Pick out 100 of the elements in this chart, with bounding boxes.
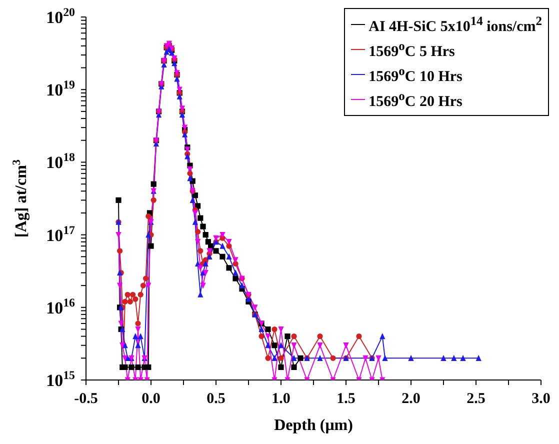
point <box>272 342 278 348</box>
point <box>146 232 152 238</box>
point <box>200 282 206 289</box>
point <box>198 265 204 272</box>
point <box>143 276 149 282</box>
y-tick-label: 10$^{19}$ <box>46 78 76 100</box>
point <box>265 326 271 332</box>
point <box>265 333 271 340</box>
point <box>317 342 323 349</box>
point <box>187 175 193 182</box>
point <box>317 354 323 361</box>
point <box>213 235 219 242</box>
point <box>146 282 152 289</box>
x-tick-label: -0.5 <box>74 391 98 407</box>
y-tick-label: 10$^{16}$ <box>46 295 76 318</box>
point <box>146 364 152 370</box>
point <box>232 269 238 276</box>
point <box>291 333 297 340</box>
x-tick-label: 0.5 <box>206 391 226 407</box>
point <box>174 76 180 82</box>
point <box>226 243 232 249</box>
y-tick-label: 10$^{17}$ <box>46 222 76 245</box>
point <box>138 332 144 340</box>
point <box>258 326 264 332</box>
x-tick-label: 1.5 <box>336 391 356 407</box>
point <box>166 46 172 52</box>
point <box>291 354 297 361</box>
point <box>232 257 238 264</box>
point <box>184 153 190 160</box>
point <box>265 355 271 361</box>
point <box>200 224 206 230</box>
point <box>476 354 482 361</box>
point <box>127 298 133 304</box>
point <box>278 355 284 361</box>
point <box>220 242 226 249</box>
point <box>176 93 182 100</box>
point <box>376 355 382 362</box>
point <box>380 332 386 340</box>
point <box>451 354 457 361</box>
point <box>220 254 226 260</box>
point <box>226 265 232 271</box>
point <box>330 355 336 361</box>
point <box>252 304 258 311</box>
point <box>272 354 278 361</box>
x-axis-title: Depth (μm) <box>274 417 353 434</box>
legend-label: 1569$^{o}$C 20 Hrs <box>368 88 462 112</box>
point <box>226 239 232 246</box>
point <box>298 355 304 361</box>
point <box>440 354 446 361</box>
point <box>239 282 245 288</box>
point <box>192 210 198 216</box>
point <box>291 342 297 349</box>
point <box>122 364 128 370</box>
x-tick-label: 0.0 <box>142 391 160 407</box>
point <box>138 292 144 298</box>
y-tick-label: 10$^{20}$ <box>46 5 76 27</box>
point <box>148 243 154 249</box>
point <box>362 355 368 362</box>
point <box>150 181 156 187</box>
point <box>118 320 124 327</box>
legend-label: 1569$^{o}$C 10 Hrs <box>368 63 462 87</box>
point <box>278 364 284 370</box>
point <box>202 260 208 266</box>
point <box>272 326 278 332</box>
point <box>202 232 208 238</box>
legend-label: AI 4H-SiC 5x10$^{14}$ ions/cm$^{2}$ <box>368 13 542 37</box>
point <box>192 218 198 225</box>
point <box>140 282 146 288</box>
legend-label: 1569$^{o}$C 5 Hrs <box>368 38 455 62</box>
point <box>117 248 123 254</box>
point <box>128 364 134 370</box>
point <box>198 248 204 254</box>
point <box>382 354 388 361</box>
point <box>408 354 414 361</box>
point <box>130 292 136 298</box>
point <box>116 197 122 203</box>
point <box>135 364 141 370</box>
x-tick-label: 3.0 <box>532 391 550 407</box>
point <box>206 248 212 254</box>
point <box>195 228 201 235</box>
point <box>278 342 284 348</box>
point <box>213 248 219 254</box>
point <box>195 239 201 246</box>
point <box>117 282 123 289</box>
point <box>317 333 323 340</box>
point <box>179 111 185 118</box>
point <box>135 342 141 348</box>
point <box>343 342 349 349</box>
point <box>206 253 212 260</box>
point <box>146 213 152 220</box>
point <box>258 333 264 340</box>
point <box>172 60 178 66</box>
point <box>202 270 208 276</box>
point <box>182 131 188 138</box>
point <box>232 276 238 282</box>
x-tick-label: 2.5 <box>466 391 486 407</box>
point <box>122 298 128 304</box>
point <box>356 333 362 340</box>
point <box>284 333 290 340</box>
point <box>198 215 204 221</box>
